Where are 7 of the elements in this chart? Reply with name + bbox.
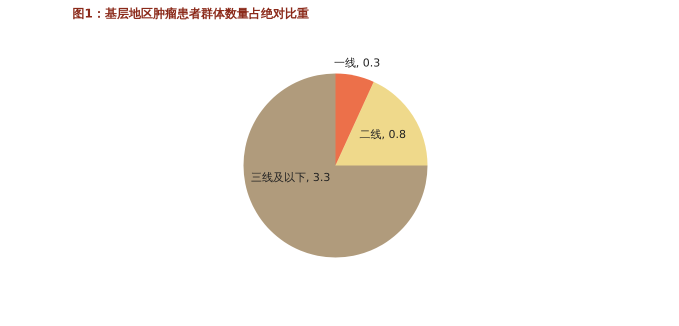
data-label: , 0.3 [356, 56, 380, 70]
chart-title: 图1：基层地区肿瘤患者群体数量占绝对比重 [72, 6, 309, 20]
slice-label: 一线 [334, 56, 356, 70]
data-label: , 0.8 [381, 128, 406, 142]
slice-label: 二线 [359, 128, 382, 142]
data-label: , 3.3 [306, 170, 330, 184]
slice-label: 三线及以下 [250, 170, 306, 184]
